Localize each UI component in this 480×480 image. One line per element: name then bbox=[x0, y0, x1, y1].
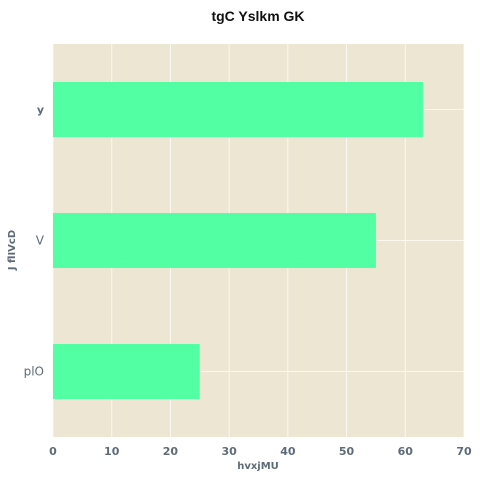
x-tick-label: 60 bbox=[398, 445, 414, 458]
x-tick-label: 70 bbox=[456, 445, 472, 458]
bar-plO bbox=[53, 343, 200, 400]
x-tick-label: 10 bbox=[104, 445, 120, 458]
x-axis-label: hvxjMU bbox=[237, 461, 279, 472]
bar-y bbox=[53, 81, 423, 138]
bar-V bbox=[53, 212, 376, 269]
chart-title: tgC Yslkm GK bbox=[211, 8, 304, 24]
x-tick-label: 40 bbox=[280, 445, 296, 458]
x-tick-label: 30 bbox=[221, 445, 237, 458]
y-tick-label: V bbox=[36, 234, 45, 248]
bars bbox=[53, 81, 423, 400]
y-tick-label: y bbox=[37, 104, 44, 117]
x-tick-label: 20 bbox=[163, 445, 179, 458]
x-tick-label: 0 bbox=[49, 445, 57, 458]
y-axis-label: J flIVcD bbox=[7, 230, 18, 271]
x-tick-label: 50 bbox=[339, 445, 355, 458]
y-tick-label: plO bbox=[24, 365, 44, 379]
x-tick-labels: 0 10 20 30 40 50 60 70 bbox=[49, 445, 472, 458]
